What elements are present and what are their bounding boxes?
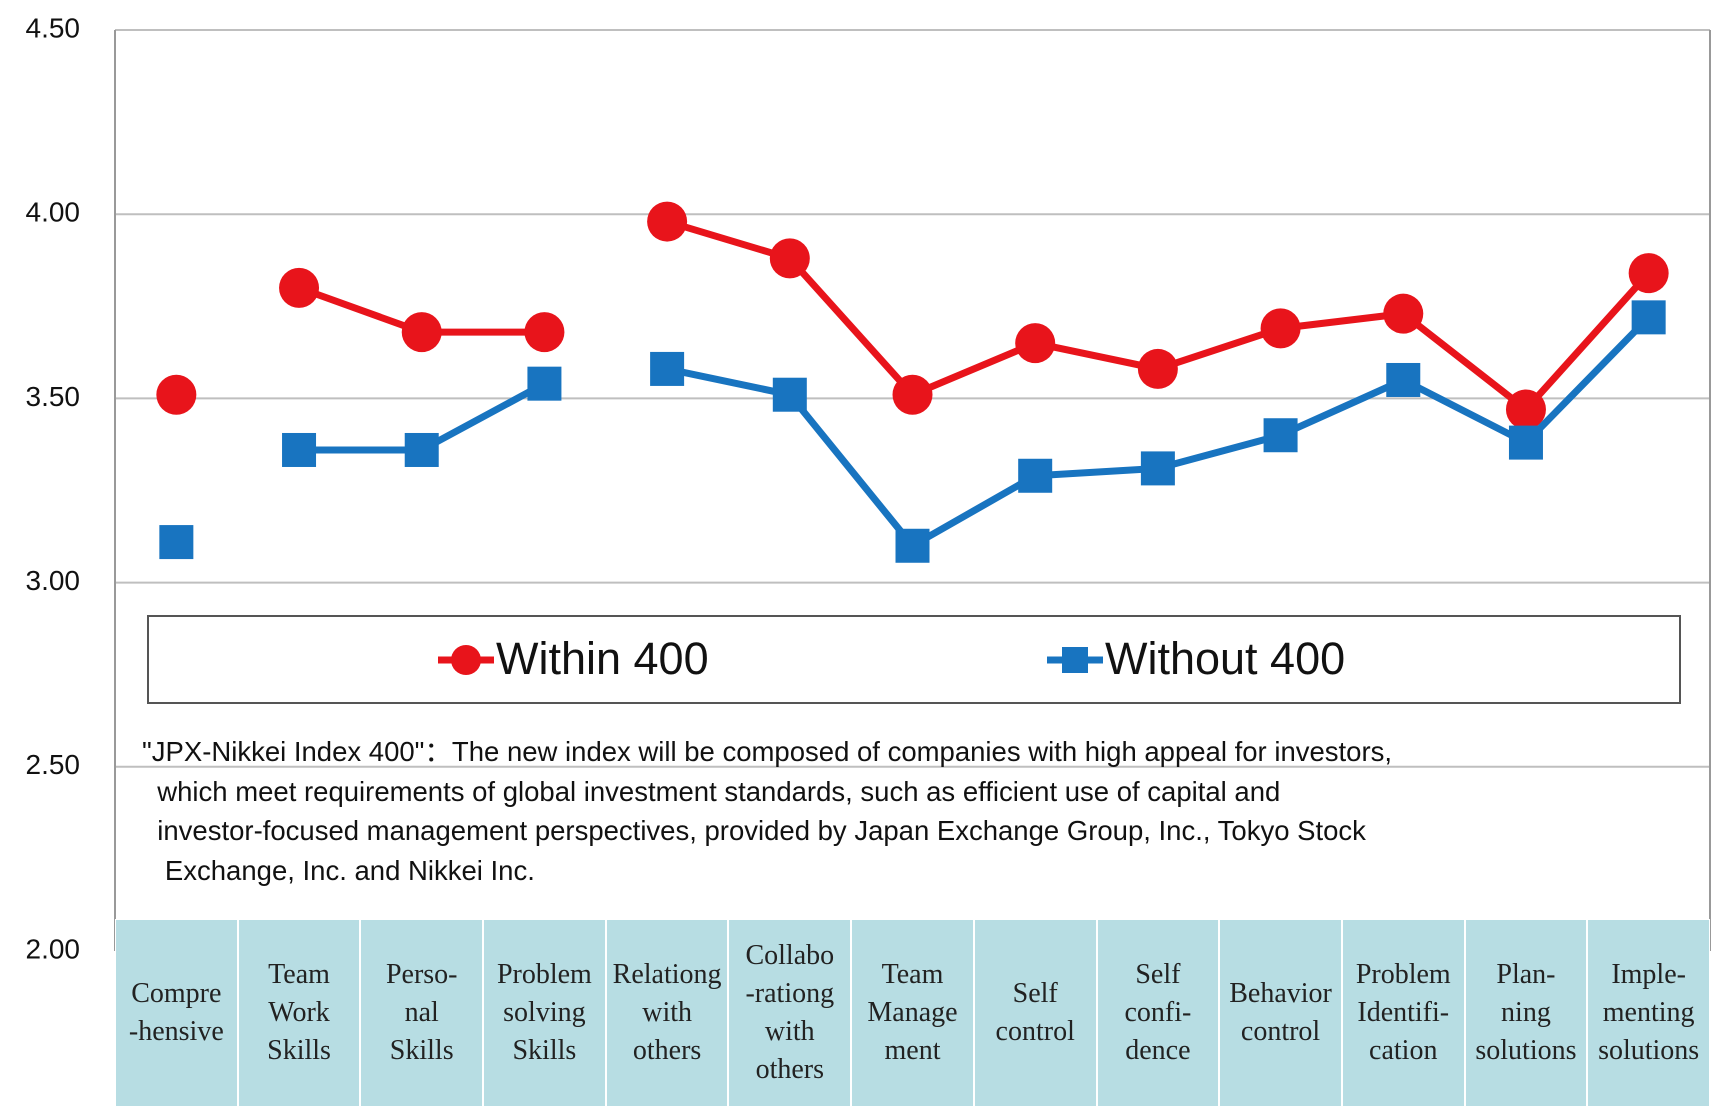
data-point xyxy=(772,377,807,412)
data-point xyxy=(1015,323,1056,364)
data-point xyxy=(1260,308,1301,349)
note-line: Exchange, Inc. and Nikkei Inc. xyxy=(142,854,535,886)
legend-marker xyxy=(1062,647,1088,673)
x-tick-label: Self confi- dence xyxy=(1096,919,1220,1107)
note-line: which meet requirements of global invest… xyxy=(142,775,1281,807)
data-point xyxy=(1505,389,1546,430)
data-point xyxy=(1383,293,1424,334)
legend-box xyxy=(147,615,1681,704)
legend-label: Without 400 xyxy=(1105,633,1345,684)
y-tick-label: 2.50 xyxy=(26,749,81,780)
data-point xyxy=(156,374,197,415)
data-point xyxy=(1631,300,1666,335)
data-point xyxy=(401,312,442,353)
data-point xyxy=(1263,418,1298,453)
data-point xyxy=(1386,362,1421,397)
data-point xyxy=(650,351,685,386)
note-line: investor-focused management perspectives… xyxy=(142,815,1366,846)
data-point xyxy=(1137,348,1178,389)
data-point xyxy=(279,267,320,308)
x-tick-label: Team Manage ment xyxy=(851,919,974,1107)
note-line: "JPX-Nikkei Index 400"：The new index wil… xyxy=(142,736,1393,767)
data-point xyxy=(282,432,317,467)
x-tick-label: Imple- menting solutions xyxy=(1587,919,1710,1107)
data-point xyxy=(1508,425,1543,460)
x-tick-label: Collabo -rationg with others xyxy=(728,919,852,1107)
x-tick-label: Relationg with others xyxy=(605,919,729,1107)
x-tick-label: Behavior control xyxy=(1219,919,1342,1107)
data-point xyxy=(647,201,688,242)
legend-label: Within 400 xyxy=(496,633,709,684)
y-tick-label: 3.00 xyxy=(26,565,81,596)
data-point xyxy=(524,312,565,353)
data-point xyxy=(1140,451,1175,486)
y-tick-label: 4.50 xyxy=(26,12,81,43)
data-point xyxy=(892,374,933,415)
x-tick-label: Problem Identifi- cation xyxy=(1341,919,1465,1107)
legend-marker xyxy=(451,645,481,675)
data-point xyxy=(1628,253,1669,294)
data-point xyxy=(1018,458,1053,493)
x-tick-label: Team Work Skills xyxy=(237,919,361,1107)
x-tick-label: Plan- ning solutions xyxy=(1464,919,1588,1107)
data-point xyxy=(769,238,810,279)
x-tick-label: Self control xyxy=(973,919,1097,1107)
y-tick-label: 2.00 xyxy=(26,933,81,964)
data-point xyxy=(404,432,439,467)
data-point xyxy=(159,525,194,560)
x-tick-label: Compre -hensive xyxy=(115,919,238,1107)
y-tick-label: 3.50 xyxy=(26,381,81,412)
y-tick-label: 4.00 xyxy=(26,197,81,228)
x-tick-label: Problem solving Skills xyxy=(483,919,606,1107)
data-point xyxy=(895,528,930,563)
data-point xyxy=(527,366,562,401)
x-tick-label: Perso- nal Skills xyxy=(360,919,484,1107)
